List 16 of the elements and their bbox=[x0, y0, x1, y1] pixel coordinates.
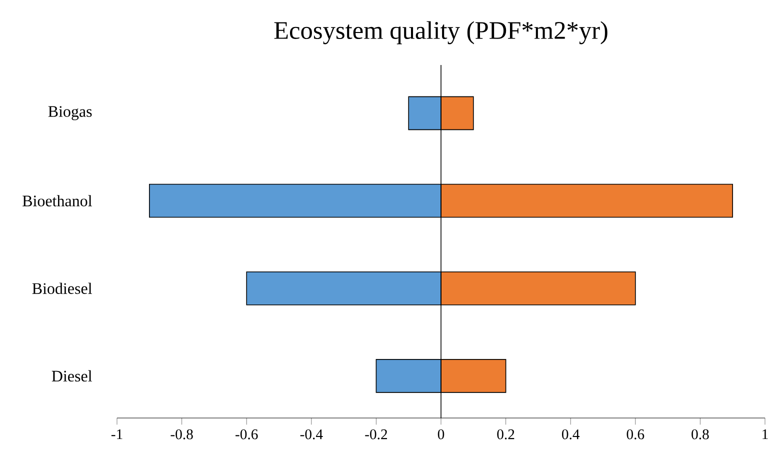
x-tick-label: 0.4 bbox=[562, 429, 580, 440]
x-tick-label: 1 bbox=[762, 429, 768, 440]
x-tick-label: -0.4 bbox=[300, 429, 323, 440]
x-tick-label: -1 bbox=[111, 429, 122, 440]
x-tick-label: -0.6 bbox=[236, 429, 258, 440]
y-tick-label: Biogas bbox=[48, 106, 92, 120]
y-tick-label: Diesel bbox=[52, 370, 92, 382]
chart-title: Ecosystem quality (PDF*m2*yr) bbox=[274, 21, 608, 44]
y-tick-label: Biodiesel bbox=[32, 282, 92, 294]
x-tick-label: -0.2 bbox=[365, 429, 387, 440]
y-tick-label: Bioethanol bbox=[22, 195, 92, 206]
x-tick-label: 0.6 bbox=[626, 429, 644, 440]
x-tick-label: 0.2 bbox=[497, 429, 514, 440]
x-tick-label: -0.8 bbox=[170, 429, 193, 440]
x-tick-label: 0.8 bbox=[692, 429, 709, 440]
x-tick-label: 0 bbox=[438, 429, 444, 440]
